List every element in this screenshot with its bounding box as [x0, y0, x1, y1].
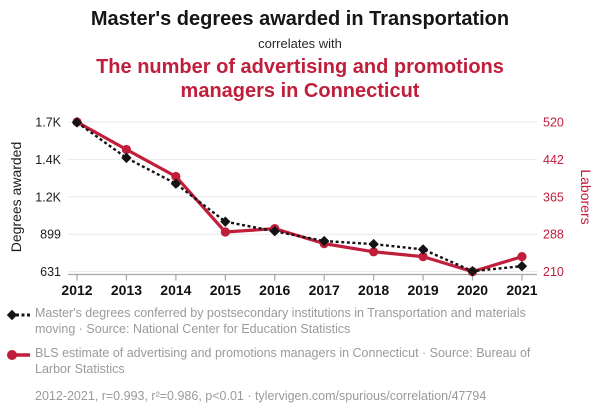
- legend-row-degrees: Master's degrees conferred by postsecond…: [6, 306, 600, 337]
- x-tick-label: 2013: [111, 282, 142, 298]
- x-tick-label: 2015: [210, 282, 241, 298]
- black-dashed-diamond-legend-icon: [6, 309, 30, 321]
- right-axis-title: Laborers: [578, 169, 594, 224]
- black-series-line: [76, 121, 523, 273]
- black-series-marker: [269, 226, 280, 237]
- left-tick-label: 1.7K: [35, 116, 61, 130]
- red-series-marker: [517, 252, 527, 262]
- legend: Master's degrees conferred by postsecond…: [6, 306, 600, 377]
- x-tick-label: 2012: [61, 282, 92, 298]
- black-series-marker: [170, 178, 182, 189]
- black-series-marker: [368, 238, 379, 250]
- black-series-marker: [467, 265, 478, 277]
- chart-area: 2012 2013 2014 2015 2016 2017 2018 2019 2020 2021…: [0, 104, 600, 300]
- x-tick-label: 2016: [259, 282, 290, 298]
- legend-text-degrees: Master's degrees conferred by postsecond…: [35, 306, 526, 336]
- red-solid-circle-legend-icon: [7, 350, 30, 360]
- red-series-marker: [220, 227, 230, 237]
- black-series-marker: [71, 117, 83, 128]
- right-tick-label: 520: [543, 116, 564, 130]
- legend-text-laborers: BLS estimate of advertising and promotio…: [35, 346, 531, 376]
- chart-svg: 2012 2013 2014 2015 2016 2017 2018 2019 2020 2021…: [8, 116, 594, 299]
- black-series-marker: [220, 216, 231, 227]
- red-series-marker: [121, 144, 132, 155]
- black-series-marker: [417, 244, 429, 255]
- stats-footer: 2012-2021, r=0.993, r²=0.986, p<0.01 · t…: [35, 389, 487, 403]
- red-series-marker: [369, 247, 379, 257]
- subtitle: The number of advertising and promotions…: [96, 56, 504, 102]
- right-tick-label: 442: [543, 153, 564, 167]
- x-tick-label: 2019: [408, 282, 439, 298]
- red-series-marker: [171, 171, 181, 182]
- right-tick-label: 210: [543, 265, 564, 279]
- right-tick-label: 288: [543, 228, 564, 242]
- black-series-marker: [319, 235, 330, 247]
- x-tick-label: 2020: [457, 282, 488, 298]
- left-axis-title: Degrees awarded: [8, 142, 24, 253]
- x-tick-label: 2018: [358, 282, 389, 298]
- left-tick-label: 1.2K: [35, 190, 61, 204]
- left-tick-label: 1.4K: [35, 153, 61, 167]
- red-series-marker: [418, 252, 428, 262]
- left-tick-label: 631: [40, 265, 61, 279]
- correlates-with-text: correlates with: [258, 36, 342, 51]
- x-tick-label: 2014: [160, 282, 191, 298]
- right-tick-label: 365: [543, 190, 564, 204]
- page-title: Master's degrees awarded in Transportati…: [90, 8, 510, 30]
- chart-header: Master's degrees awarded in Transportati…: [0, 0, 600, 103]
- legend-row-laborers: BLS estimate of advertising and promotio…: [6, 346, 600, 377]
- x-tick-label: 2021: [506, 282, 537, 298]
- x-tick-label: 2017: [309, 282, 340, 298]
- black-series-marker: [516, 260, 528, 272]
- black-series-marker: [121, 152, 132, 164]
- left-tick-label: 899: [40, 228, 61, 242]
